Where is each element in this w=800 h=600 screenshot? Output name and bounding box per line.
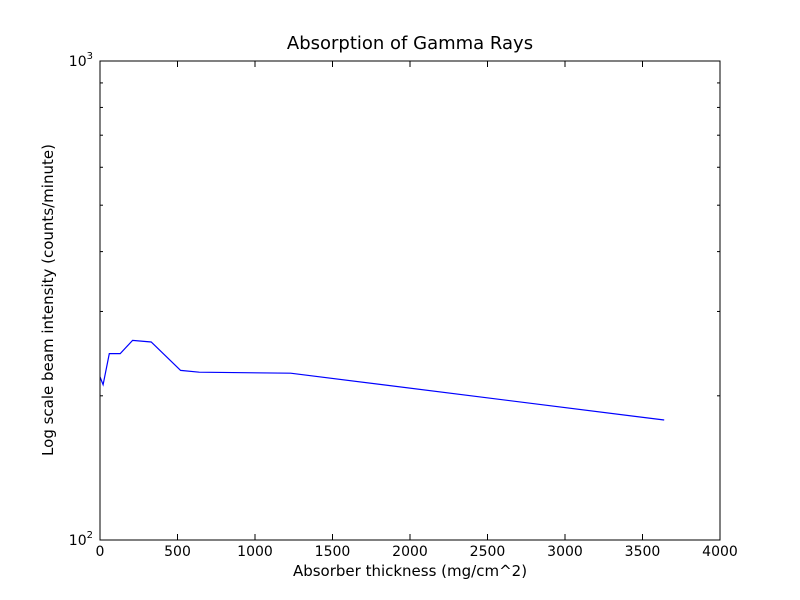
x-tick-label: 500: [164, 544, 191, 560]
series-line: [99, 339, 665, 421]
y-tick-base: 10: [69, 54, 87, 70]
y-tick-label: 103: [69, 51, 93, 70]
chart-title: Absorption of Gamma Rays: [287, 33, 533, 54]
x-tick-label: 1500: [315, 544, 351, 560]
x-tick-label: 2000: [392, 544, 428, 560]
y-tick-exponent: 2: [87, 530, 93, 541]
x-tick-label: 3000: [547, 544, 583, 560]
y-tick-exponent: 3: [87, 51, 93, 62]
series-layer: [99, 339, 665, 421]
x-tick-label: 1000: [237, 544, 273, 560]
x-tick-label: 0: [96, 544, 105, 560]
x-tick-label: 3500: [625, 544, 661, 560]
x-tick-label: 2500: [470, 544, 506, 560]
y-tick-base: 10: [69, 533, 87, 549]
y-tick-label: 102: [69, 530, 93, 549]
x-axis: 0 500 1000 1500 2000 2500 3000 3500 4000: [96, 61, 738, 560]
x-axis-label: Absorber thickness (mg/cm^2): [293, 562, 527, 580]
x-tick-label: 4000: [702, 544, 738, 560]
y-axis-label: Log scale beam intensity (counts/minute): [39, 144, 57, 456]
